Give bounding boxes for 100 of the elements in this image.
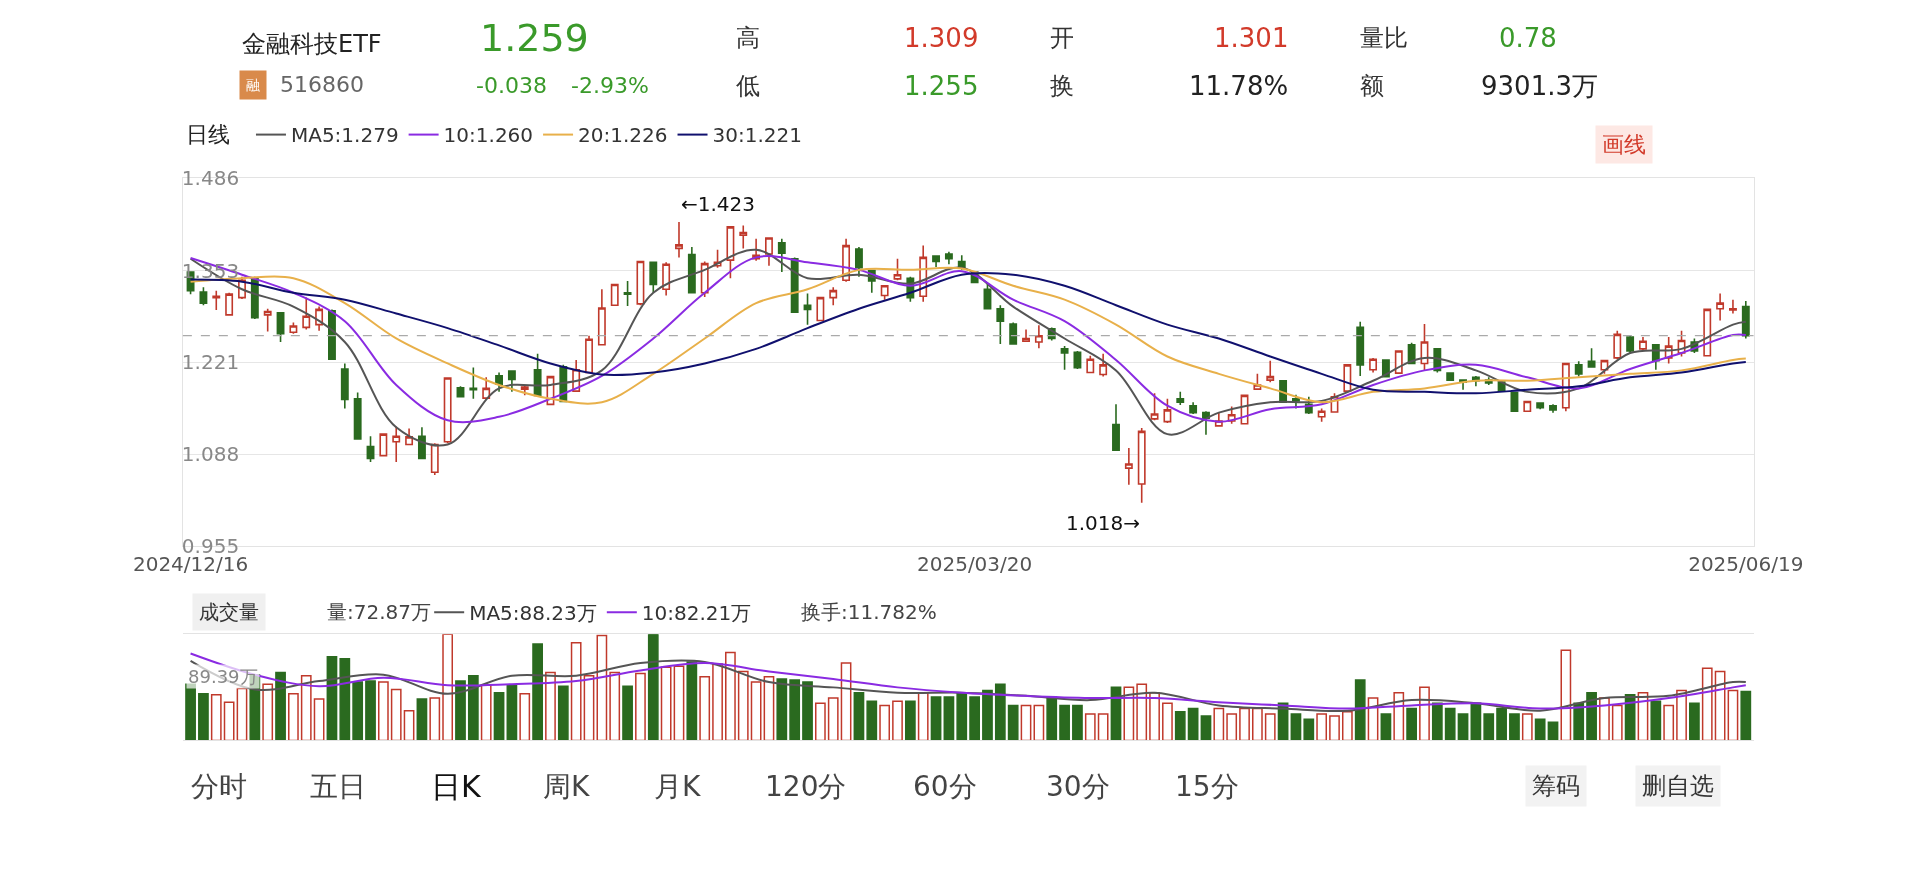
candlestick — [1549, 403, 1557, 414]
bar — [609, 671, 621, 741]
text: 516860 — [280, 72, 364, 97]
candlestick — [1613, 330, 1622, 361]
bar — [956, 691, 968, 741]
bar — [943, 696, 955, 741]
text: 0.78 — [1499, 23, 1557, 53]
candlestick — [1189, 401, 1198, 415]
bar — [455, 680, 466, 741]
candlestick — [687, 246, 696, 294]
bar — [1689, 702, 1700, 741]
text: 周K — [543, 770, 590, 803]
candlestick — [1510, 391, 1519, 413]
candlestick — [662, 261, 671, 297]
bar — [763, 676, 775, 741]
bar — [1059, 704, 1070, 741]
bar — [1444, 707, 1456, 741]
candlestick — [1150, 392, 1159, 422]
chart-title: 金融科技ETF — [242, 30, 382, 58]
bar — [853, 691, 865, 741]
text: 融 — [246, 77, 260, 93]
bar — [1329, 715, 1340, 741]
candlestick — [289, 321, 298, 335]
bar — [493, 691, 505, 741]
legend-label: 10:82.21万 — [641, 601, 752, 626]
bar — [776, 678, 788, 741]
bar — [1252, 707, 1263, 741]
text: 换 — [1050, 72, 1074, 100]
bar — [223, 701, 235, 741]
candlestick — [996, 304, 1005, 345]
text: 60分 — [913, 770, 977, 803]
bar — [1341, 711, 1353, 741]
bar — [1097, 713, 1109, 741]
bar — [1509, 713, 1520, 741]
text: 量比 — [1360, 24, 1408, 52]
candlestick — [1343, 363, 1352, 393]
bar — [725, 651, 736, 741]
bar — [930, 696, 942, 741]
bar — [557, 685, 569, 741]
bar — [480, 684, 492, 741]
bar — [737, 670, 749, 741]
bar — [403, 709, 415, 741]
bar — [1701, 667, 1713, 741]
candlestick — [1086, 355, 1095, 374]
text: 30分 — [1046, 770, 1110, 803]
bar — [365, 680, 376, 741]
chart-title: 成交量 — [199, 600, 259, 624]
bar — [1187, 707, 1199, 741]
candlestick — [212, 289, 221, 311]
candlestick — [417, 426, 426, 460]
bar — [1316, 713, 1328, 741]
candlestick — [803, 292, 812, 326]
bar — [390, 688, 402, 741]
text: 删自选 — [1642, 772, 1714, 800]
bar — [969, 696, 980, 741]
candlestick — [443, 376, 452, 444]
bar — [660, 666, 672, 741]
text: 1.255 — [904, 71, 979, 101]
candlestick — [816, 296, 825, 322]
legend-label: 20:1.226 — [578, 123, 668, 148]
bar — [904, 700, 916, 741]
bar — [686, 661, 698, 741]
candlestick — [482, 376, 491, 400]
candlestick — [1574, 360, 1583, 378]
candlestick — [1202, 410, 1210, 436]
candlestick — [739, 224, 748, 250]
bar — [1072, 704, 1083, 741]
bar — [1419, 686, 1430, 741]
bar — [1303, 718, 1315, 741]
bar — [1007, 704, 1019, 741]
candlestick — [225, 291, 234, 317]
text: 120分 — [765, 770, 847, 803]
bar — [313, 698, 325, 741]
candlestick — [1356, 321, 1365, 377]
bar — [1123, 686, 1135, 741]
x-tick-label: 2025/03/20 — [916, 552, 1033, 577]
bar — [1020, 704, 1032, 741]
candlestick — [726, 225, 735, 279]
candlestick — [1034, 324, 1043, 349]
bar — [583, 674, 595, 741]
bar — [1162, 702, 1173, 741]
text: 筹码 — [1532, 772, 1580, 800]
bar — [1354, 679, 1366, 741]
candlestick — [1060, 345, 1069, 371]
bar — [647, 634, 659, 741]
bar — [789, 679, 801, 741]
bar — [1264, 713, 1276, 741]
bar — [827, 697, 839, 741]
bar — [1599, 697, 1610, 741]
candlestick — [353, 391, 362, 441]
bar — [635, 672, 646, 741]
bar — [1136, 683, 1148, 741]
text: 15分 — [1175, 770, 1239, 803]
text: 1.309 — [904, 23, 979, 53]
bar — [1740, 690, 1752, 741]
bar — [1650, 700, 1662, 741]
bar — [1200, 715, 1212, 741]
candlestick — [610, 283, 619, 307]
bar — [1046, 696, 1058, 741]
candlestick — [777, 237, 786, 273]
